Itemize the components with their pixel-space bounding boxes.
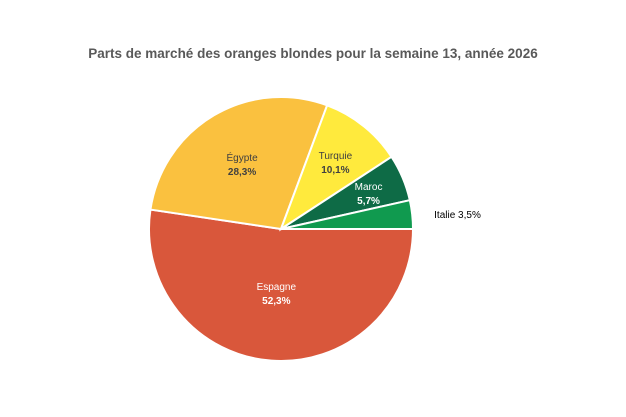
pie-slice-italie: [280, 198, 415, 230]
slice-label-turquie: Turquie: [319, 151, 353, 162]
slice-label-italie: Italie 3,5%: [434, 210, 481, 221]
slice-label-espagne: Espagne: [257, 282, 297, 293]
slice-label-maroc: Maroc: [355, 182, 383, 193]
slice-value-egypte: 28,3%: [228, 167, 256, 178]
slice-value-turquie: 10,1%: [321, 165, 349, 176]
slice-value-espagne: 52,3%: [262, 296, 290, 307]
pie-slice-espagne: [148, 208, 415, 362]
chart-title: Parts de marché des oranges blondes pour…: [88, 46, 538, 61]
pie-slice-egypte: [149, 96, 329, 231]
slice-value-maroc: 5,7%: [357, 196, 380, 207]
slice-label-egypte: Égypte: [227, 151, 259, 164]
pie-slice-turquie: [279, 104, 393, 232]
